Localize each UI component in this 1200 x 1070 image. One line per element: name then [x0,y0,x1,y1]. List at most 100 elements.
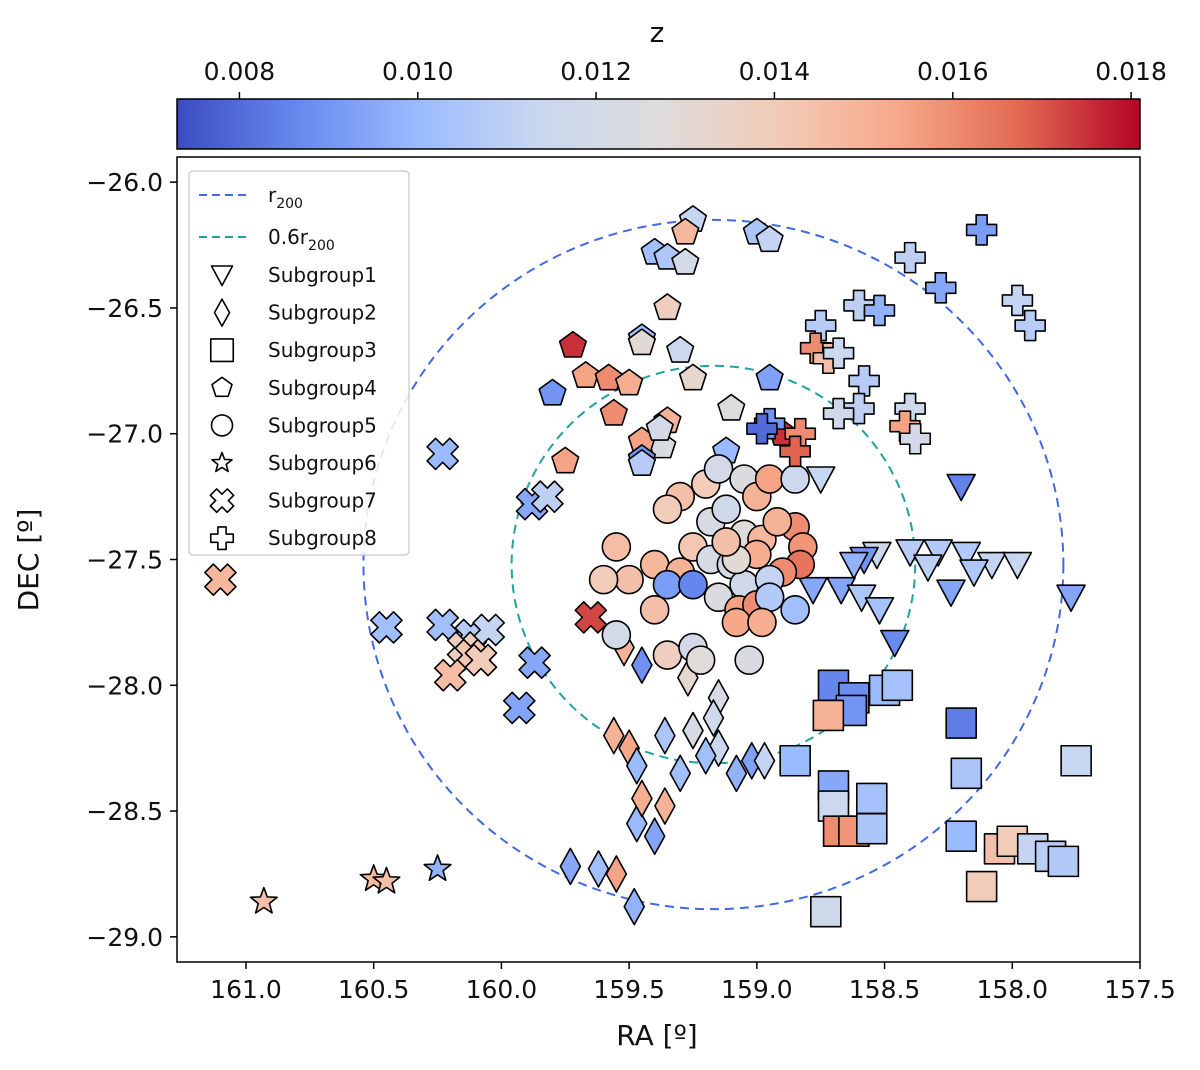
subgroup5-point [780,464,810,494]
x-tick-label: 158.5 [849,975,921,1004]
colorbar-gradient [176,98,1141,150]
subgroup1-point [923,539,954,567]
subgroup3-point [965,870,998,903]
subgroup2-point [625,746,648,785]
y-tick-label: −27.0 [86,420,163,449]
legend-marker-label: Subgroup3 [268,338,377,362]
subgroup4-point [755,363,784,391]
subgroup4-point [538,378,567,406]
subgroup8-point [899,422,932,455]
y-tick-label: −26.5 [86,294,163,323]
subgroup8-point [843,289,875,322]
radius-circles [362,218,1065,911]
y-tick-label: −27.5 [86,546,163,575]
subgroup5-point [711,527,741,557]
subgroup5-point [614,564,644,595]
subgroup7-point [518,646,551,679]
subgroup4-point [666,335,695,363]
x-tick-label: 160.5 [338,975,410,1004]
subgroup2-point [643,817,666,856]
x-tick-label: 161.0 [210,975,282,1004]
legend-marker-pentagon [211,376,233,398]
legend-marker-tri_down [210,265,234,287]
subgroup2-point [682,711,704,750]
subgroup5-point [685,645,716,675]
subgroup5-point [652,640,683,670]
subgroup3-point [945,820,977,853]
subgroup4-point [615,368,644,396]
subgroup2-point [654,787,676,825]
subgroup4-point [755,225,784,253]
subgroup5-point [601,532,632,562]
subgroup3-point [1047,845,1080,878]
x-tick-label: 158.0 [976,975,1048,1004]
legend-marker-label: Subgroup4 [268,376,377,400]
colorbar-tick-label: 0.018 [1095,57,1167,86]
subgroup8-point [894,241,926,274]
subgroup7-point [204,563,237,596]
subgroup5-point [652,569,683,600]
subgroup3-point [812,699,845,732]
subgroup4-point [627,449,657,477]
legend-marker-plus [209,526,235,551]
colorbar-tick-label: 0.008 [204,57,276,86]
subgroup4-point [653,293,682,321]
subgroup7-point [433,658,467,692]
colorbar-tick-label: 0.016 [917,57,989,86]
subgroup2-point [702,699,725,737]
legend: r200 0.6r200 Subgroup1 Subgroup2 Subgroup3 Su… [188,170,410,556]
subgroup2-point [725,754,748,793]
subgroup1-point [959,559,989,587]
x-tick-label: 159.5 [593,975,665,1004]
series-subgroup5 [588,454,818,675]
subgroup8-point [822,337,855,370]
subgroup5-point [747,607,777,638]
subgroup4-point [594,363,623,391]
subgroup2-point [559,847,582,886]
subgroup2-point [694,736,717,775]
subgroup1-point [879,629,910,658]
legend-marker-star [211,451,233,473]
subgroup4-point [671,217,700,245]
subgroup1-point [946,473,976,502]
series-subgroup8 [746,214,1046,468]
subgroup6-point [249,886,278,914]
colorbar-tick-label: 0.010 [382,57,454,86]
subgroup8-point [746,412,778,445]
data-points [204,205,1092,928]
legend-marker-label: Subgroup1 [268,263,377,287]
subgroup5-point [588,564,619,595]
x-axis-ticks: 161.0 160.5 160.0 159.5 159.0 158.5 158.0 157.5 [210,962,1176,1004]
subgroup7-point [426,437,460,471]
series-subgroup7 [204,437,608,725]
y-tick-label: −28.5 [86,797,163,826]
legend-items: r200 0.6r200 Subgroup1 Subgroup2 Subgroup3 Su… [199,183,377,551]
y-tick-label: −29.0 [86,923,163,952]
subgroup5-point [703,454,734,484]
subgroup3-point [855,782,888,815]
subgroup3-point [881,669,914,702]
legend-marker-x [209,488,235,514]
subgroup5-point [601,620,632,650]
subgroup5-point [780,595,810,625]
subgroup2-point [623,887,646,926]
subgroup4-point [671,247,700,275]
x-axis-label: RA [º] [616,1019,697,1052]
subgroup2-point [631,779,653,818]
subgroup8-point [863,294,896,327]
subgroup4-point [717,393,746,421]
subgroup5-point [754,582,785,613]
subgroup5-point [639,595,670,625]
legend-line-label: r200 [268,183,303,212]
subgroup7-point [370,611,403,644]
subgroup4-point [627,328,657,356]
subgroup6-point [372,866,401,894]
subgroup4-point [599,398,628,426]
subgroup4-point [645,413,674,441]
subgroup1-point [839,551,869,580]
circle-r200 [362,218,1065,911]
legend-marker-label: Subgroup5 [268,413,377,437]
subgroup1-point [913,554,943,582]
subgroup5-point [711,494,741,524]
